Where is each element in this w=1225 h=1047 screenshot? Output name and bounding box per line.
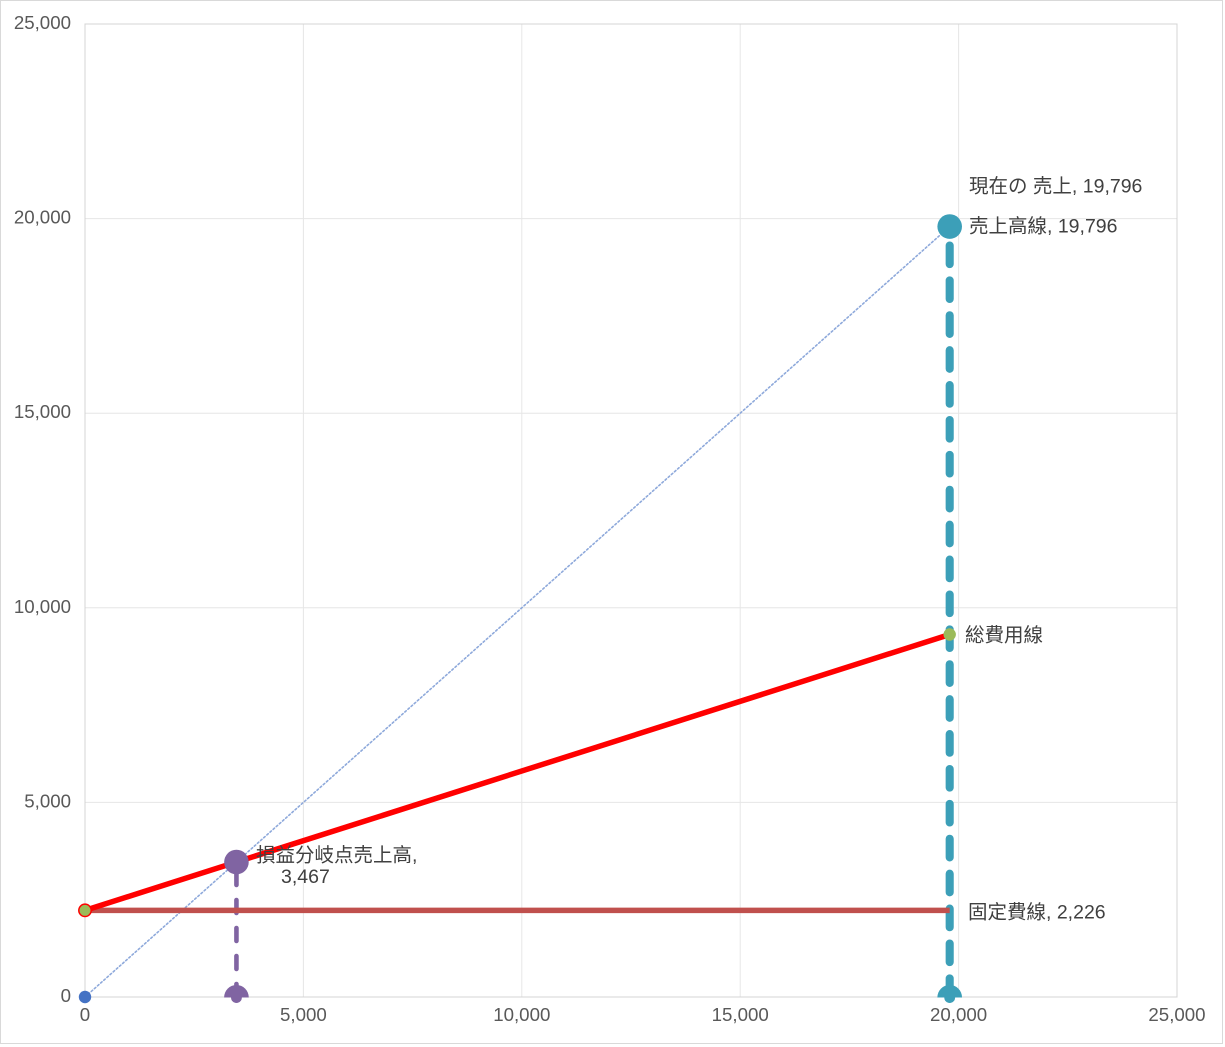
svg-text:0: 0 [80, 1004, 90, 1025]
svg-text:20,000: 20,000 [930, 1004, 987, 1025]
svg-text:現在の 売上, 19,796: 現在の 売上, 19,796 [969, 176, 1142, 198]
svg-text:15,000: 15,000 [14, 401, 71, 422]
svg-text:25,000: 25,000 [1148, 1004, 1205, 1025]
svg-text:5,000: 5,000 [280, 1004, 327, 1025]
svg-text:25,000: 25,000 [14, 12, 71, 33]
svg-text:20,000: 20,000 [14, 207, 71, 228]
svg-text:15,000: 15,000 [712, 1004, 769, 1025]
svg-text:10,000: 10,000 [493, 1004, 550, 1025]
svg-text:0: 0 [61, 985, 71, 1006]
svg-text:売上高線, 19,796: 売上高線, 19,796 [969, 216, 1117, 238]
svg-text:損益分岐点売上高,: 損益分岐点売上高, [256, 845, 417, 867]
svg-text:3,467: 3,467 [281, 866, 330, 888]
svg-text:総費用線: 総費用線 [965, 625, 1043, 647]
svg-text:10,000: 10,000 [14, 596, 71, 617]
svg-text:固定費線, 2,226: 固定費線, 2,226 [968, 902, 1106, 924]
svg-text:5,000: 5,000 [24, 790, 71, 811]
